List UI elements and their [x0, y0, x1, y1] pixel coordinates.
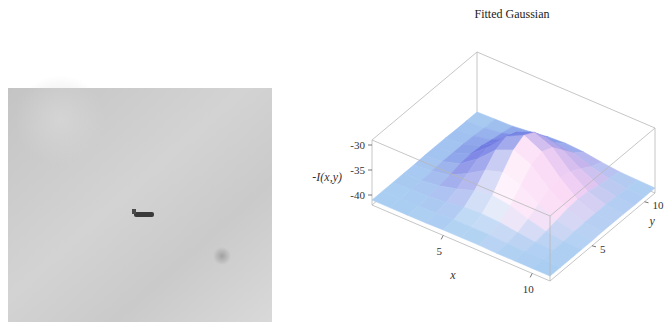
svg-text:5: 5 [436, 245, 442, 257]
svg-text:x: x [449, 268, 456, 282]
svg-text:-30: -30 [350, 139, 365, 151]
svg-text:-40: -40 [350, 189, 365, 201]
svg-text:5: 5 [600, 243, 606, 255]
svg-text:10: 10 [653, 199, 665, 211]
svg-text:y: y [649, 214, 656, 228]
svg-text:10: 10 [523, 283, 535, 295]
svg-text:-35: -35 [350, 164, 365, 176]
svg-text:-I(x,y): -I(x,y) [312, 170, 342, 184]
svg-text:Fitted Gaussian: Fitted Gaussian [475, 7, 550, 21]
